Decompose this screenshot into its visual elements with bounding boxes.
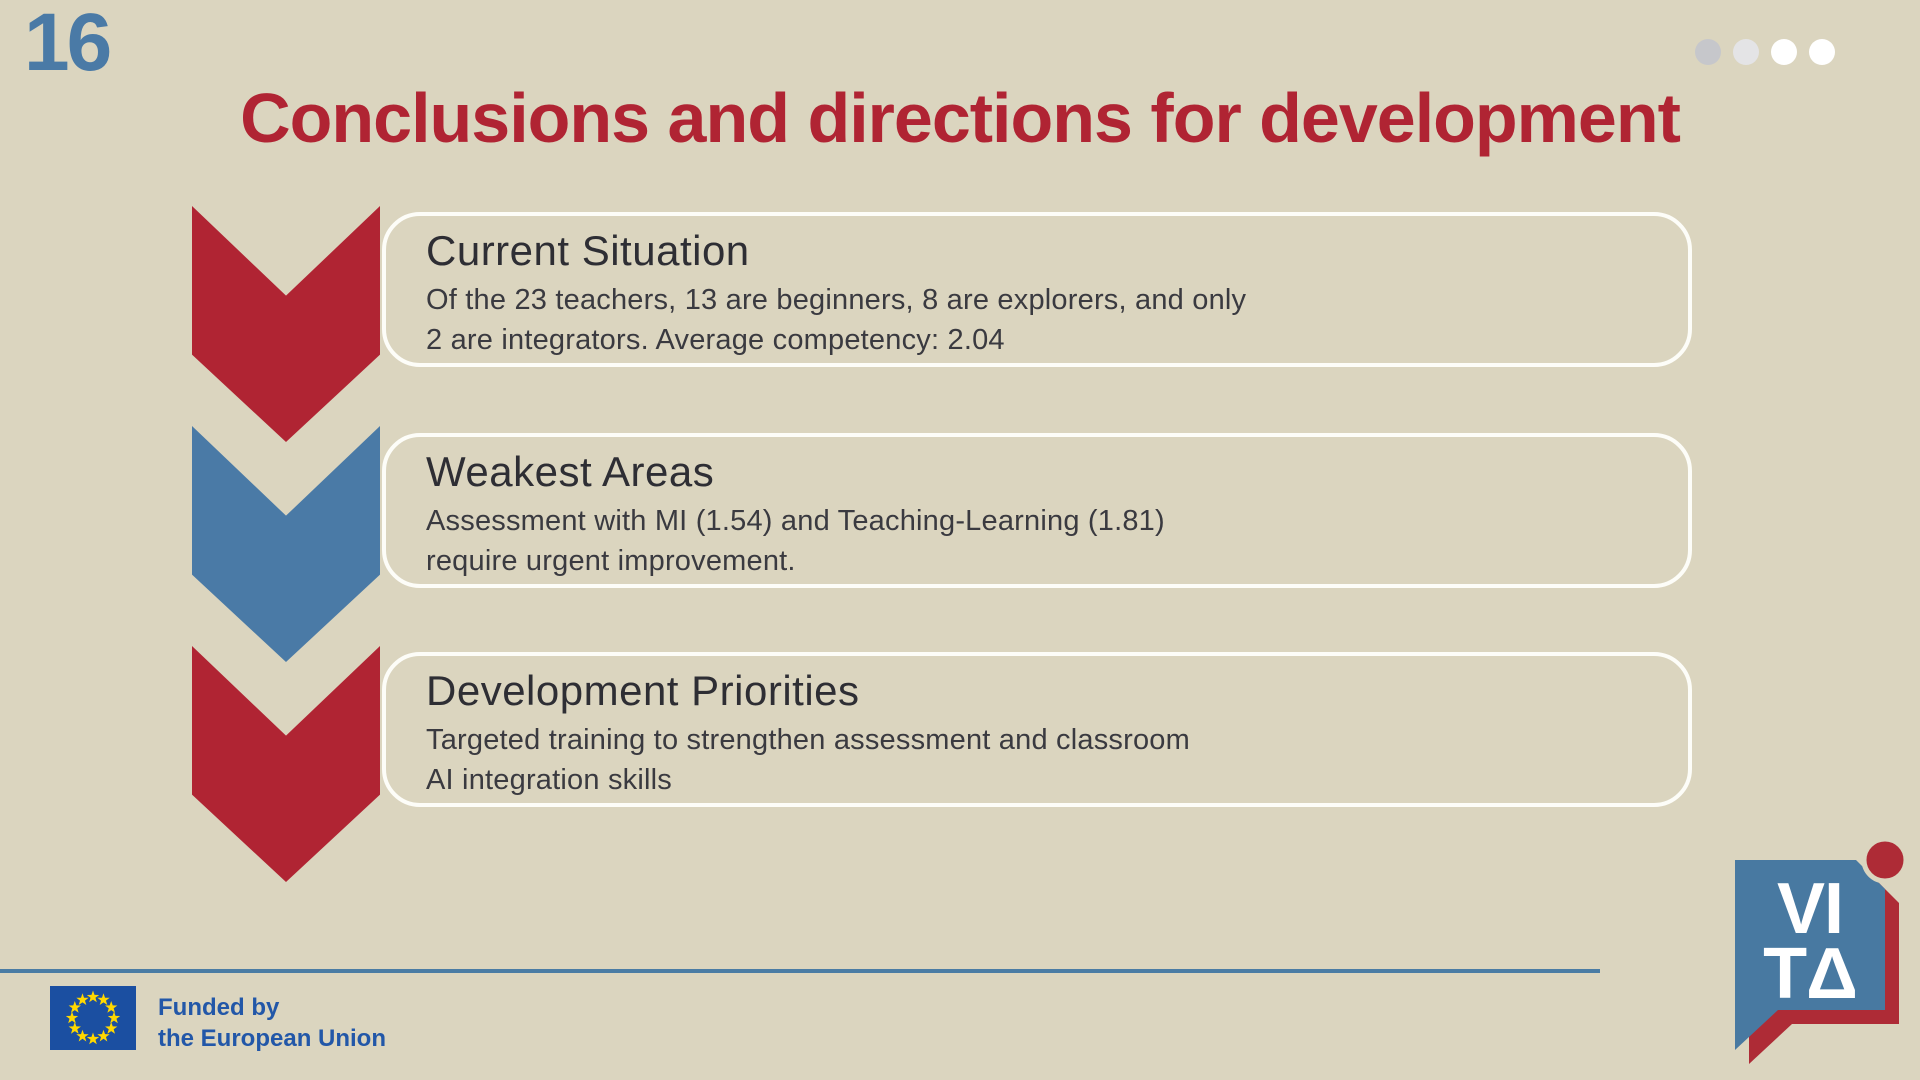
chevron-down-icon	[192, 426, 380, 662]
logo-bubble-shape	[1735, 860, 1885, 1050]
slide-title: Conclusions and directions for developme…	[240, 79, 1681, 157]
eu-flag-icon	[50, 986, 136, 1050]
footer-divider	[0, 969, 1600, 973]
section-heading: Current Situation	[426, 227, 750, 274]
section-body: Of the 23 teachers, 13 are beginners, 8 …	[426, 284, 1247, 356]
eu-funding-line1: Funded by	[158, 994, 280, 1021]
eu-funding-line2: the European Union	[158, 1025, 386, 1052]
progress-dot-icon[interactable]	[1809, 39, 1835, 65]
page-number: 16	[24, 0, 112, 88]
logo-text-line2: TΔ	[1763, 934, 1857, 1014]
logo-dot-icon	[1861, 836, 1906, 884]
section-heading: Weakest Areas	[426, 448, 715, 495]
eu-funding-label: Funded by the European Union	[158, 992, 386, 1054]
progress-dots	[1695, 39, 1835, 65]
section-card-development-priorities: Development Priorities Targeted training…	[382, 652, 1692, 807]
progress-dot-icon[interactable]	[1771, 39, 1797, 65]
section-body: Targeted training to strengthen assessme…	[426, 724, 1190, 796]
progress-dot-icon[interactable]	[1733, 39, 1759, 65]
section-card-weakest-areas: Weakest Areas Assessment with MI (1.54) …	[382, 433, 1692, 588]
vita-logo: VI TΔ	[1735, 836, 1906, 1064]
chevron-down-icon	[192, 646, 380, 882]
logo-text-line1: VI	[1777, 869, 1843, 949]
progress-dot-icon[interactable]	[1695, 39, 1721, 65]
section-card-current-situation: Current Situation Of the 23 teachers, 13…	[382, 212, 1692, 367]
section-heading: Development Priorities	[426, 667, 860, 714]
section-body: Assessment with MI (1.54) and Teaching-L…	[426, 505, 1165, 577]
chevron-down-icon	[192, 206, 380, 442]
